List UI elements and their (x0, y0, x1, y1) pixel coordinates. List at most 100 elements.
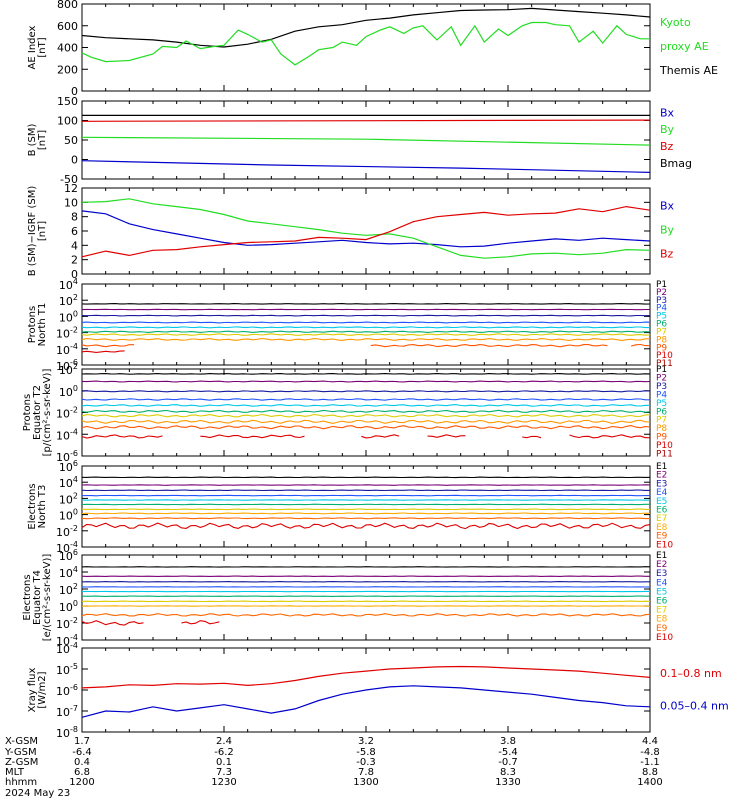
y-tick-label: 8 (71, 211, 78, 224)
series-line (81, 303, 651, 305)
legend-label: E1 (656, 551, 667, 561)
y-axis-label: Electrons (22, 574, 33, 620)
series-line (81, 434, 163, 439)
panel-frame (81, 283, 651, 366)
legend-label: Bz (660, 247, 674, 260)
y-tick-label: 102 (59, 293, 78, 308)
y-axis-label: Equator T4 (32, 570, 43, 625)
y-axis-label: North T3 (37, 485, 48, 529)
legend-label: E5 (656, 587, 667, 597)
y-tick-label: 106 (59, 548, 78, 563)
legend-label: P11 (656, 359, 673, 369)
legend-label: P7 (656, 416, 667, 426)
series-line (81, 409, 651, 413)
y-axis-label: Electrons (27, 483, 38, 529)
series-line (361, 434, 400, 439)
y-tick-label: 106 (59, 459, 78, 474)
y-tick-label: 10-4 (56, 427, 78, 442)
panel-frame (81, 100, 651, 180)
legend-label: P1 (656, 365, 667, 375)
y-axis-label: [nT] (37, 37, 48, 57)
series-line (81, 321, 651, 324)
y-tick-label: 0 (71, 85, 78, 98)
x-row-label: Y-GSM (4, 747, 37, 758)
series-line (81, 390, 651, 393)
y-axis-label: Protons (27, 306, 38, 343)
legend-label: E10 (656, 633, 673, 643)
x-tick-label: -5.8 (356, 747, 376, 758)
x-tick-label: 4.4 (642, 736, 658, 747)
series-line (81, 512, 651, 515)
legend-label: Bmag (660, 157, 692, 170)
legend-label: Bx (660, 106, 675, 119)
series-line (81, 160, 651, 173)
series-line (81, 333, 651, 336)
legend-label: E4 (656, 578, 668, 588)
legend-label: Bx (660, 200, 675, 213)
y-tick-label: 4 (71, 239, 78, 252)
legend-label: P10 (656, 441, 673, 451)
y-axis-label: [p/(cm²-s-sr-keV)] (42, 369, 53, 457)
series-line (370, 344, 608, 348)
x-tick-label: 1400 (637, 777, 662, 788)
legend-label: E2 (656, 560, 667, 570)
series-line (81, 7, 651, 48)
series-line (200, 434, 305, 439)
y-tick-label: 10-2 (56, 524, 78, 539)
y-tick-label: 10-2 (56, 326, 78, 341)
series-line (81, 613, 651, 617)
y-tick-label: 10-5 (56, 662, 78, 677)
x-tick-label: 0.4 (74, 757, 90, 768)
legend-label: P3 (656, 296, 667, 306)
y-axis-label: Xray flux (27, 668, 38, 713)
y-axis-label: North T1 (37, 303, 48, 347)
legend-label: P2 (656, 373, 667, 383)
y-tick-label: 10-2 (56, 616, 78, 631)
y-tick-label: 100 (59, 309, 78, 324)
y-tick-label: 12 (64, 182, 78, 195)
y-tick-label: 150 (57, 95, 78, 108)
y-tick-label: 0 (71, 154, 78, 167)
legend-label: proxy AE (660, 40, 709, 53)
series-line (81, 330, 651, 333)
series-line (81, 419, 651, 424)
series-line (81, 119, 651, 122)
series-line (81, 326, 650, 329)
y-tick-label: 400 (57, 42, 78, 55)
y-tick-label: 10-2 (56, 406, 78, 421)
series-line (81, 398, 650, 401)
panel-ae: 0 200 400 600 800 AE Index [nT] Kyoto proxy AE Th… (27, 0, 718, 98)
series-line (81, 344, 135, 348)
legend-label: By (660, 123, 675, 136)
y-tick-label: 10-4 (56, 641, 78, 656)
y-tick-label: 102 (59, 491, 78, 506)
series-line (81, 665, 651, 689)
legend-label: P2 (656, 288, 667, 298)
legend-label: E9 (656, 624, 668, 634)
series-line (81, 350, 125, 353)
series-line (81, 380, 651, 383)
y-axis-label: AE Index (27, 25, 38, 69)
x-tick-label: 6.8 (74, 767, 90, 778)
y-tick-label: 104 (59, 475, 78, 490)
y-tick-label: 102 (59, 582, 78, 597)
series-line (181, 620, 220, 625)
series-line (569, 434, 650, 439)
y-tick-label: 50 (64, 134, 78, 147)
y-tick-label: 100 (59, 384, 78, 399)
series-line (81, 620, 144, 626)
y-tick-label: 100 (59, 599, 78, 614)
series-line (81, 314, 651, 317)
y-axis-label: Equator T2 (32, 385, 43, 440)
legend-label: E6 (656, 597, 668, 607)
series-line (81, 517, 650, 520)
x-tick-label: -6.2 (214, 747, 234, 758)
legend-label: E5 (656, 497, 667, 507)
series-line (81, 373, 651, 375)
y-axis-label: [e/(cm²-s-sr-keV)] (42, 554, 53, 642)
legend-label: E7 (656, 514, 667, 524)
y-tick-label: 6 (71, 225, 78, 238)
